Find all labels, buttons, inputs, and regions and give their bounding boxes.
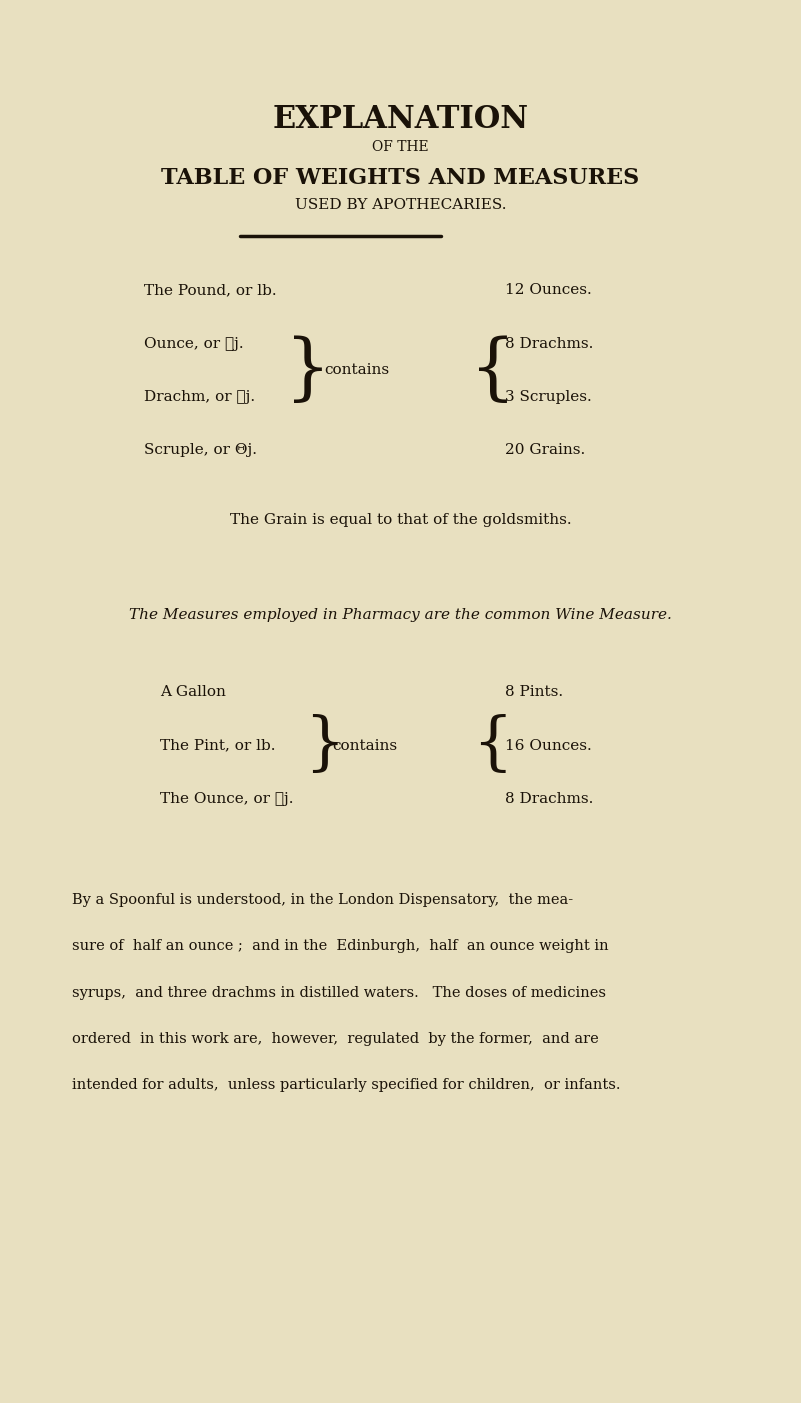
- Text: Drachm, or ᭝j.: Drachm, or ᭝j.: [144, 390, 256, 404]
- Text: The Grain is equal to that of the goldsmiths.: The Grain is equal to that of the goldsm…: [230, 512, 571, 526]
- Text: 8 Drachms.: 8 Drachms.: [505, 791, 593, 805]
- Text: 8 Drachms.: 8 Drachms.: [505, 337, 593, 351]
- Text: A Gallon: A Gallon: [160, 685, 226, 699]
- Text: USED BY APOTHECARIES.: USED BY APOTHECARIES.: [295, 198, 506, 212]
- Text: contains: contains: [324, 363, 389, 377]
- Text: 20 Grains.: 20 Grains.: [505, 443, 585, 457]
- Text: {: {: [473, 716, 513, 776]
- Text: The Measures employed in Pharmacy are the common Wine Measure.: The Measures employed in Pharmacy are th…: [129, 607, 672, 622]
- Text: 3 Scruples.: 3 Scruples.: [505, 390, 591, 404]
- Text: OF THE: OF THE: [372, 140, 429, 154]
- Text: ordered  in this work are,  however,  regulated  by the former,  and are: ordered in this work are, however, regul…: [72, 1033, 599, 1047]
- Text: 8 Pints.: 8 Pints.: [505, 685, 563, 699]
- Text: The Pound, or lb.: The Pound, or lb.: [144, 283, 277, 297]
- Text: intended for adults,  unless particularly specified for children,  or infants.: intended for adults, unless particularly…: [72, 1079, 621, 1093]
- Text: contains: contains: [332, 738, 397, 752]
- Text: By a Spoonful is understood, in the London Dispensatory,  the mea-: By a Spoonful is understood, in the Lond…: [72, 894, 574, 908]
- Text: }: }: [304, 716, 344, 776]
- Text: EXPLANATION: EXPLANATION: [272, 104, 529, 135]
- Text: The Pint, or lb.: The Pint, or lb.: [160, 738, 276, 752]
- Text: 16 Ounces.: 16 Ounces.: [505, 738, 591, 752]
- Text: {: {: [469, 335, 516, 405]
- Text: 12 Ounces.: 12 Ounces.: [505, 283, 591, 297]
- Text: TABLE OF WEIGHTS AND MEASURES: TABLE OF WEIGHTS AND MEASURES: [161, 167, 640, 189]
- Text: sure of  half an ounce ;  and in the  Edinburgh,  half  an ounce weight in: sure of half an ounce ; and in the Edinb…: [72, 940, 609, 954]
- Text: The Ounce, or ᭞j.: The Ounce, or ᭞j.: [160, 791, 294, 805]
- Text: }: }: [285, 335, 332, 405]
- Text: Ounce, or ᭞j.: Ounce, or ᭞j.: [144, 337, 244, 351]
- Text: Scruple, or Θj.: Scruple, or Θj.: [144, 443, 257, 457]
- Text: syrups,  and three drachms in distilled waters.   The doses of medicines: syrups, and three drachms in distilled w…: [72, 986, 606, 1000]
